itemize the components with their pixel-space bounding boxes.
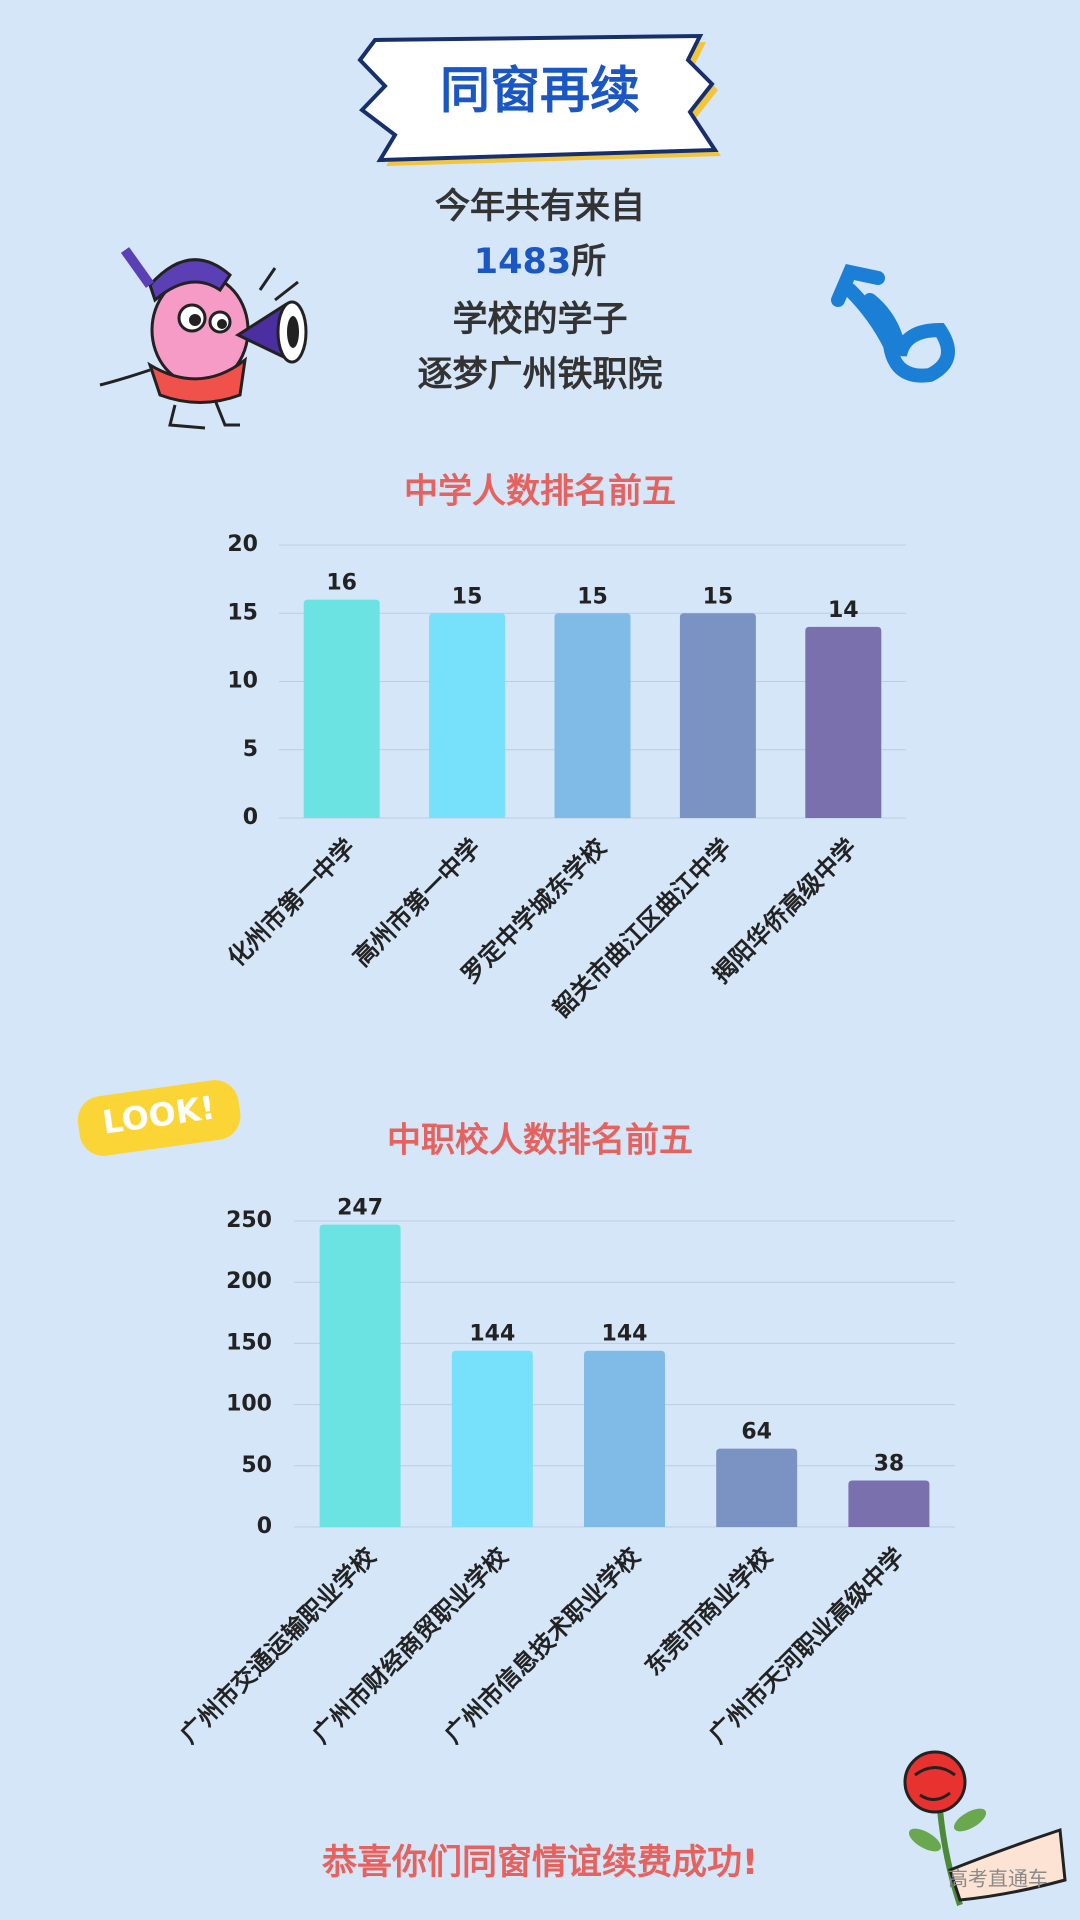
data-label: 247 xyxy=(337,1196,383,1221)
bar xyxy=(805,626,882,818)
data-label: 64 xyxy=(741,1420,772,1445)
bar xyxy=(584,1350,665,1527)
mascot-illustration xyxy=(99,247,308,430)
intro-count-unit: 所 xyxy=(571,242,606,282)
arrow-doodle xyxy=(831,263,955,383)
data-label: 144 xyxy=(469,1322,515,1347)
y-tick-label: 0 xyxy=(243,805,258,830)
data-label: 144 xyxy=(602,1322,648,1347)
y-tick-label: 20 xyxy=(227,532,258,557)
y-tick-label: 15 xyxy=(227,600,258,625)
intro-count: 1483 xyxy=(474,242,571,282)
bar xyxy=(429,613,506,818)
bar xyxy=(554,613,631,818)
bar xyxy=(848,1480,930,1527)
data-label: 15 xyxy=(703,584,734,609)
bar xyxy=(303,599,380,818)
bar xyxy=(319,1224,401,1527)
bar xyxy=(679,613,756,818)
bar xyxy=(716,1448,798,1527)
data-label: 15 xyxy=(452,584,483,609)
y-tick-label: 10 xyxy=(227,669,258,694)
data-label: 16 xyxy=(326,571,357,596)
intro-line: 逐梦广州铁职院 xyxy=(417,355,662,395)
page-title: 同窗再续 xyxy=(440,62,640,120)
y-tick-label: 250 xyxy=(226,1208,272,1233)
chart-title: 中职校人数排名前五 xyxy=(387,1121,693,1161)
y-tick-label: 50 xyxy=(241,1453,272,1478)
y-tick-label: 0 xyxy=(257,1514,272,1539)
intro-line: 学校的学子 xyxy=(452,299,627,340)
intro-count-line: 1483所 xyxy=(474,242,606,282)
rose-illustration xyxy=(903,1750,1067,1906)
chart-title: 中学人数排名前五 xyxy=(404,472,676,512)
data-label: 38 xyxy=(874,1451,905,1476)
y-tick-label: 150 xyxy=(226,1330,272,1355)
data-label: 14 xyxy=(828,598,859,623)
y-tick-label: 5 xyxy=(243,737,258,762)
look-sticker xyxy=(77,1080,241,1156)
data-label: 15 xyxy=(577,584,608,609)
y-tick-label: 100 xyxy=(226,1392,272,1417)
y-tick-label: 200 xyxy=(226,1269,272,1294)
intro-line: 今年共有来自 xyxy=(435,187,645,227)
footer-text: 恭喜你们同窗情谊续费成功! xyxy=(321,1843,758,1883)
watermark: 高考直通车 xyxy=(948,1867,1048,1891)
title-banner xyxy=(357,33,721,166)
bar xyxy=(451,1350,533,1527)
